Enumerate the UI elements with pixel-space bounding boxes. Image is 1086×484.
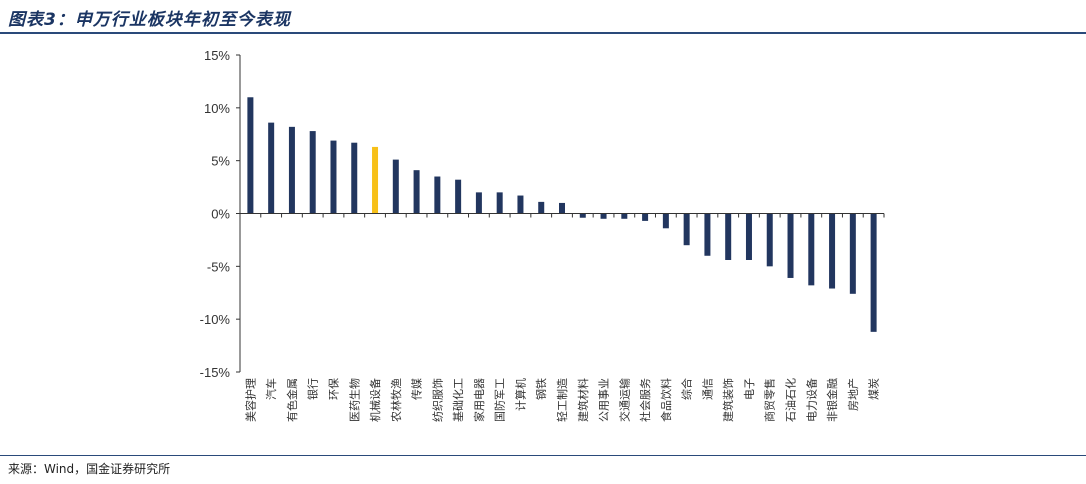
bar — [496, 192, 503, 214]
bar — [600, 213, 607, 219]
bar — [621, 213, 628, 219]
category-label: 社会服务 — [638, 378, 652, 422]
category-label: 机械设备 — [368, 378, 382, 422]
bar — [642, 213, 649, 221]
footer-divider — [0, 455, 1086, 456]
page-title: 图表3：申万行业板块年初至今表现 — [8, 10, 291, 30]
bar — [517, 195, 524, 214]
category-label: 电力设备 — [804, 378, 818, 422]
bar — [745, 213, 752, 260]
category-label: 计算机 — [513, 378, 527, 411]
bar — [330, 140, 337, 214]
category-label: 环保 — [326, 378, 340, 400]
bar — [870, 213, 877, 332]
category-label: 商贸零售 — [763, 378, 777, 422]
bar — [829, 213, 836, 289]
bar — [455, 179, 462, 214]
category-label: 钢铁 — [535, 378, 548, 400]
y-tick-label: 10% — [204, 101, 230, 116]
y-tick-label: 15% — [204, 48, 230, 63]
category-label: 综合 — [680, 378, 694, 400]
bar-chart: 15% 10% 5% 0% -5% -10% -15% 美容护理 汽车 有色金属 银行 环保 医药生物… — [200, 48, 885, 422]
y-tick-label: -10% — [200, 312, 231, 327]
bar — [662, 213, 669, 229]
category-label: 纺织服饰 — [430, 378, 444, 422]
bar — [288, 126, 295, 214]
category-label: 国防军工 — [493, 378, 507, 422]
category-label: 通信 — [701, 378, 714, 400]
source-note: 来源：Wind，国金证券研究所 — [8, 462, 171, 476]
bar — [372, 146, 379, 214]
bar — [538, 201, 545, 214]
y-tick-label: -15% — [200, 365, 231, 380]
bar — [808, 213, 815, 286]
bar — [392, 159, 399, 214]
category-label: 建筑材料 — [576, 378, 590, 422]
category-label: 非银金融 — [825, 378, 839, 422]
y-tick-label: 5% — [211, 154, 230, 169]
bar — [559, 202, 565, 214]
category-label: 医药生物 — [347, 378, 361, 422]
title-bar: 图表3：申万行业板块年初至今表现 — [0, 0, 1086, 34]
category-label: 石油石化 — [784, 378, 798, 422]
bar — [268, 122, 275, 214]
bar — [475, 192, 482, 214]
category-label: 电子 — [743, 378, 756, 400]
bar — [413, 170, 420, 214]
category-label: 汽车 — [264, 378, 278, 400]
category-label: 建筑装饰 — [721, 378, 735, 422]
bar — [309, 131, 316, 214]
category-label: 公用事业 — [598, 378, 611, 422]
category-label: 交通运输 — [617, 378, 631, 422]
category-label: 美容护理 — [243, 378, 257, 422]
bar — [787, 213, 794, 278]
category-label: 传媒 — [411, 378, 424, 400]
bar — [247, 97, 254, 214]
bar — [766, 213, 773, 267]
category-label: 农林牧渔 — [389, 378, 403, 422]
bar — [725, 213, 732, 260]
category-labels: 美容护理 汽车 有色金属 银行 环保 医药生物 机械设备 农林牧渔 传媒 纺织服饰 基础化工 家用电器… — [243, 378, 880, 422]
category-label: 基础化工 — [451, 378, 465, 422]
category-label: 房地产 — [846, 378, 860, 411]
bar — [434, 176, 441, 214]
y-tick-label: -5% — [207, 259, 231, 274]
category-label: 银行 — [306, 378, 320, 400]
zero-axis — [239, 213, 885, 218]
category-label: 有色金属 — [285, 378, 299, 422]
y-tick-label: 0% — [211, 207, 230, 222]
bar — [351, 142, 358, 214]
bar — [704, 213, 711, 256]
category-label: 家用电器 — [472, 378, 486, 422]
category-label: 食品饮料 — [659, 378, 673, 422]
bar — [849, 213, 856, 294]
y-axis: 15% 10% 5% 0% -5% -10% -15% — [200, 48, 241, 380]
category-label: 轻工制造 — [555, 378, 569, 422]
bar — [683, 213, 690, 246]
category-label: 煤炭 — [868, 378, 881, 400]
bars — [247, 97, 877, 332]
bar — [579, 213, 586, 218]
